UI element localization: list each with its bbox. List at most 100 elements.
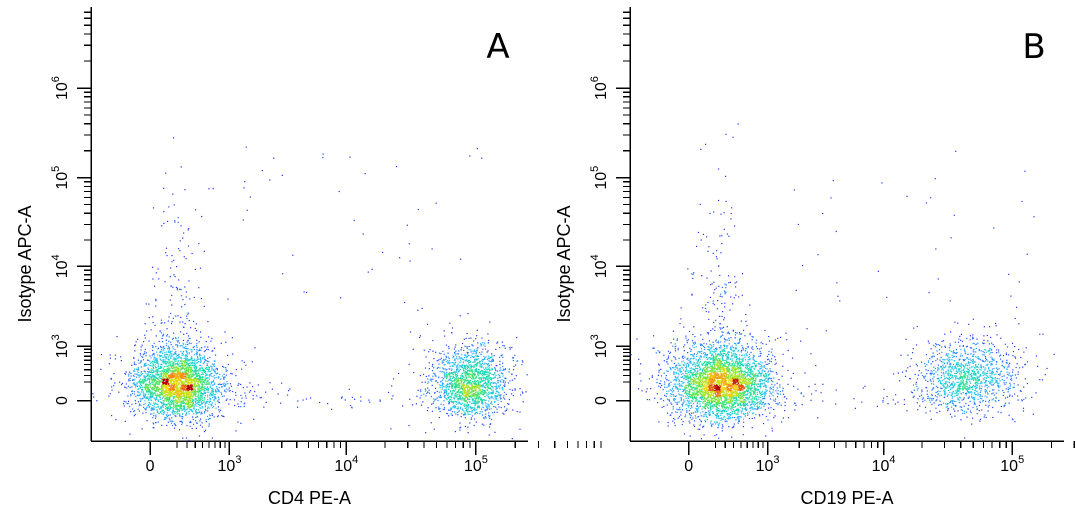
event-point xyxy=(157,406,159,408)
event-point xyxy=(168,395,171,398)
event-point xyxy=(188,342,190,344)
event-point xyxy=(156,370,159,373)
event-point xyxy=(165,358,167,360)
event-point xyxy=(182,413,184,415)
event-point xyxy=(203,381,205,384)
event-point xyxy=(185,367,188,369)
event-point xyxy=(494,431,496,433)
event-point xyxy=(147,387,149,389)
event-point xyxy=(458,370,461,372)
event-point xyxy=(480,384,482,386)
event-point xyxy=(186,370,188,372)
event-point xyxy=(198,372,200,375)
event-point xyxy=(505,393,507,395)
event-point xyxy=(467,353,469,355)
event-point xyxy=(457,378,460,381)
event-point xyxy=(176,394,178,396)
event-point xyxy=(134,410,136,412)
event-point xyxy=(474,374,476,376)
event-point xyxy=(145,375,147,377)
event-point xyxy=(147,393,149,395)
event-point xyxy=(164,374,167,377)
event-point xyxy=(213,399,215,401)
event-point xyxy=(468,393,470,395)
event-point xyxy=(186,372,189,375)
event-point xyxy=(477,392,479,394)
event-point xyxy=(495,399,497,401)
event-point xyxy=(168,392,171,395)
event-point xyxy=(443,391,446,393)
event-point xyxy=(196,346,198,348)
event-point xyxy=(184,396,186,398)
event-point xyxy=(493,405,495,408)
event-point xyxy=(189,399,191,402)
event-point xyxy=(163,362,165,364)
event-point xyxy=(166,406,168,409)
event-point xyxy=(144,337,146,339)
event-point xyxy=(488,393,490,395)
event-point xyxy=(476,411,478,413)
event-point xyxy=(459,406,462,408)
event-point xyxy=(167,399,169,401)
event-point xyxy=(484,410,486,412)
event-point xyxy=(514,388,516,390)
event-point xyxy=(211,366,213,368)
event-point xyxy=(455,413,457,415)
event-point xyxy=(482,393,484,395)
event-point xyxy=(193,359,195,362)
event-point xyxy=(175,390,177,393)
event-point xyxy=(130,372,132,375)
event-point xyxy=(495,383,498,385)
event-point xyxy=(463,357,466,359)
event-point xyxy=(170,391,172,393)
event-point xyxy=(471,374,473,376)
event-point xyxy=(448,382,451,384)
event-point xyxy=(497,385,499,387)
event-point xyxy=(163,370,165,373)
event-point xyxy=(165,404,167,406)
event-point xyxy=(189,394,191,396)
event-point xyxy=(198,398,200,400)
event-point xyxy=(217,396,220,398)
event-point xyxy=(150,403,152,405)
event-point xyxy=(191,380,193,382)
event-point xyxy=(205,409,207,411)
event-point xyxy=(189,379,192,381)
event-point xyxy=(134,373,136,375)
event-point xyxy=(459,365,461,367)
event-point xyxy=(188,394,190,396)
event-point xyxy=(168,398,171,401)
event-point xyxy=(211,404,213,406)
event-point xyxy=(166,403,168,406)
event-point xyxy=(137,359,139,361)
event-point xyxy=(434,387,437,389)
event-point xyxy=(147,386,149,389)
event-point xyxy=(161,378,163,380)
event-point xyxy=(484,382,486,384)
event-point xyxy=(467,393,469,396)
event-point xyxy=(153,407,155,409)
event-point xyxy=(171,411,173,413)
event-point xyxy=(438,416,441,419)
event-point xyxy=(199,387,201,390)
event-point xyxy=(200,387,202,389)
event-point xyxy=(481,360,483,363)
event-point xyxy=(420,390,422,393)
event-point xyxy=(187,376,190,378)
event-point xyxy=(156,383,158,385)
event-point xyxy=(190,384,192,386)
event-point xyxy=(168,390,171,392)
event-point xyxy=(149,396,151,398)
event-point xyxy=(161,384,163,386)
event-point xyxy=(207,383,209,385)
event-point xyxy=(203,369,205,371)
event-point xyxy=(484,409,486,411)
event-point xyxy=(204,374,207,376)
event-point xyxy=(133,415,135,417)
event-point xyxy=(158,388,160,390)
event-point xyxy=(175,415,177,417)
event-point xyxy=(205,383,207,386)
event-point xyxy=(166,396,168,398)
event-point xyxy=(181,421,183,423)
event-point xyxy=(170,406,172,408)
